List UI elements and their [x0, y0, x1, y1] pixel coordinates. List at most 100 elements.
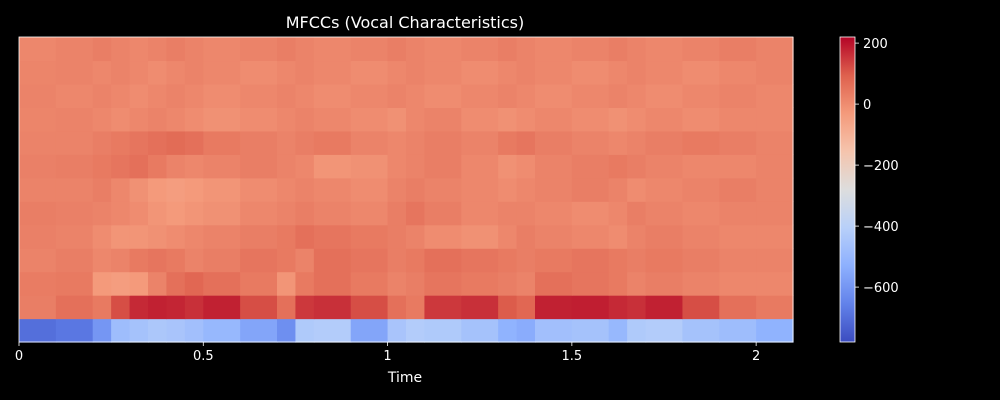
colorbar-tick-label: −600 — [863, 281, 899, 296]
heatmap-cell — [295, 83, 315, 108]
heatmap-cell — [387, 201, 407, 226]
heatmap-cell — [424, 177, 462, 202]
heatmap-cell — [111, 177, 131, 202]
heatmap-cell — [19, 60, 57, 85]
heatmap-cell — [627, 177, 647, 202]
heatmap-cell — [203, 271, 241, 296]
heatmap-cell — [387, 83, 407, 108]
heatmap-cell — [645, 271, 684, 296]
heatmap-cell — [608, 201, 628, 226]
heatmap-cell — [461, 130, 499, 155]
heatmap-cell — [55, 37, 94, 62]
heatmap-cell — [148, 224, 168, 249]
heatmap-cell — [295, 130, 315, 155]
heatmap-cell — [92, 60, 112, 85]
heatmap-cell — [350, 154, 389, 179]
heatmap-cell — [184, 295, 204, 320]
heatmap-cell — [571, 37, 610, 62]
x-axis: 0 0.5 1 1.5 2 — [15, 342, 760, 364]
heatmap-cell — [184, 37, 204, 62]
heatmap-cell — [19, 224, 57, 249]
heatmap-cell — [111, 130, 131, 155]
heatmap-cell — [203, 318, 241, 343]
heatmap-cell — [203, 224, 241, 249]
heatmap-cell — [350, 224, 389, 249]
heatmap-cell — [240, 60, 278, 85]
heatmap-cell — [184, 177, 204, 202]
heatmap-cell — [92, 271, 112, 296]
heatmap-cell — [406, 130, 426, 155]
heatmap-cell — [498, 271, 518, 296]
heatmap-cell — [406, 37, 426, 62]
heatmap-cell — [240, 224, 278, 249]
heatmap-cell — [627, 224, 647, 249]
heatmap-cell — [627, 295, 647, 320]
heatmap-cell — [240, 201, 278, 226]
heatmap-cell — [240, 177, 278, 202]
heatmap-cell — [627, 130, 647, 155]
heatmap-cell — [313, 60, 352, 85]
heatmap-cell — [461, 177, 499, 202]
heatmap-cell — [166, 224, 186, 249]
heatmap-cell — [645, 107, 684, 132]
heatmap-cell — [608, 318, 628, 343]
heatmap-cell — [498, 154, 518, 179]
heatmap-cell — [719, 295, 757, 320]
heatmap-cell — [516, 154, 536, 179]
heatmap-cell — [571, 248, 610, 273]
heatmap-cell — [184, 83, 204, 108]
heatmap-cell — [461, 37, 499, 62]
heatmap-cell — [387, 130, 407, 155]
heatmap-cell — [148, 271, 168, 296]
heatmap-cell — [756, 201, 794, 226]
heatmap-cell — [627, 60, 647, 85]
heatmap-cell — [645, 37, 684, 62]
heatmap-cell — [129, 295, 149, 320]
heatmap-cell — [166, 130, 186, 155]
heatmap-cell — [55, 271, 94, 296]
x-tick-label: 0.5 — [193, 349, 214, 364]
heatmap-cell — [277, 130, 297, 155]
heatmap-cell — [516, 60, 536, 85]
heatmap-cell — [608, 271, 628, 296]
heatmap-cell — [387, 248, 407, 273]
heatmap-cell — [571, 154, 610, 179]
heatmap-cell — [535, 224, 573, 249]
heatmap-cell — [498, 83, 518, 108]
heatmap-cell — [166, 107, 186, 132]
heatmap-cell — [184, 271, 204, 296]
x-tick-label: 0 — [15, 349, 23, 364]
heatmap-cell — [350, 107, 389, 132]
heatmap-cell — [461, 318, 499, 343]
heatmap-cell — [166, 154, 186, 179]
heatmap-cell — [719, 201, 757, 226]
heatmap-cell — [240, 154, 278, 179]
heatmap-cell — [148, 318, 168, 343]
heatmap-cell — [129, 318, 149, 343]
heatmap-cell — [498, 107, 518, 132]
heatmap-cell — [387, 177, 407, 202]
heatmap-cell — [627, 37, 647, 62]
heatmap-cell — [406, 154, 426, 179]
heatmap-cell — [295, 295, 315, 320]
heatmap-cell — [19, 271, 57, 296]
heatmap-cell — [756, 60, 794, 85]
x-tick-label: 1.5 — [562, 349, 583, 364]
heatmap-cell — [461, 60, 499, 85]
heatmap-cell — [682, 295, 720, 320]
chart-title: MFCCs (Vocal Characteristics) — [286, 13, 525, 32]
heatmap-cell — [55, 60, 94, 85]
heatmap-cell — [55, 201, 94, 226]
heatmap-cell — [148, 201, 168, 226]
heatmap-cell — [277, 248, 297, 273]
heatmap-cell — [148, 177, 168, 202]
heatmap-cell — [608, 107, 628, 132]
heatmap-cell — [184, 60, 204, 85]
heatmap-cell — [203, 201, 241, 226]
heatmap-cell — [295, 318, 315, 343]
heatmap-cell — [55, 224, 94, 249]
heatmap-cell — [627, 318, 647, 343]
heatmap-cell — [277, 271, 297, 296]
heatmap-cell — [627, 83, 647, 108]
